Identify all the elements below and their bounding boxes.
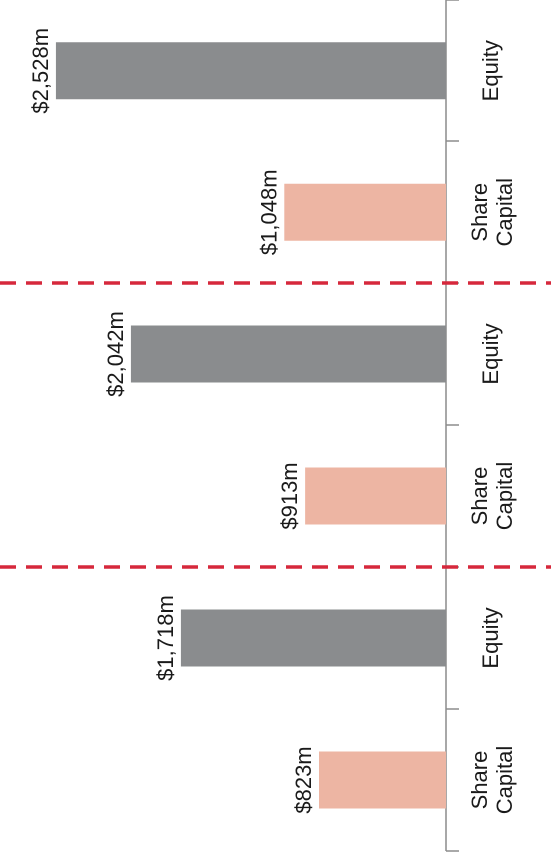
bar-equity: [180, 609, 446, 667]
bar-share-capital: [284, 183, 446, 241]
category-tick-label: ShareCapital: [467, 178, 517, 246]
data-label: $2,528m: [28, 28, 53, 114]
category-tick-label: Equity: [478, 323, 503, 384]
data-label: $823m: [291, 746, 316, 813]
category-tick-label: ShareCapital: [467, 746, 517, 814]
bar-equity: [130, 325, 446, 383]
category-tick-label: Equity: [478, 607, 503, 668]
category-tick-label: Equity: [478, 40, 503, 101]
bar-equity: [55, 42, 447, 100]
bar-share-capital: [305, 467, 446, 525]
category-tick-label: ShareCapital: [467, 462, 517, 530]
data-label: $2,042m: [103, 311, 128, 397]
data-label: $913m: [277, 462, 302, 529]
data-label: $1,718m: [153, 595, 178, 681]
data-label: $1,048m: [256, 169, 281, 255]
bar-share-capital: [319, 751, 446, 809]
